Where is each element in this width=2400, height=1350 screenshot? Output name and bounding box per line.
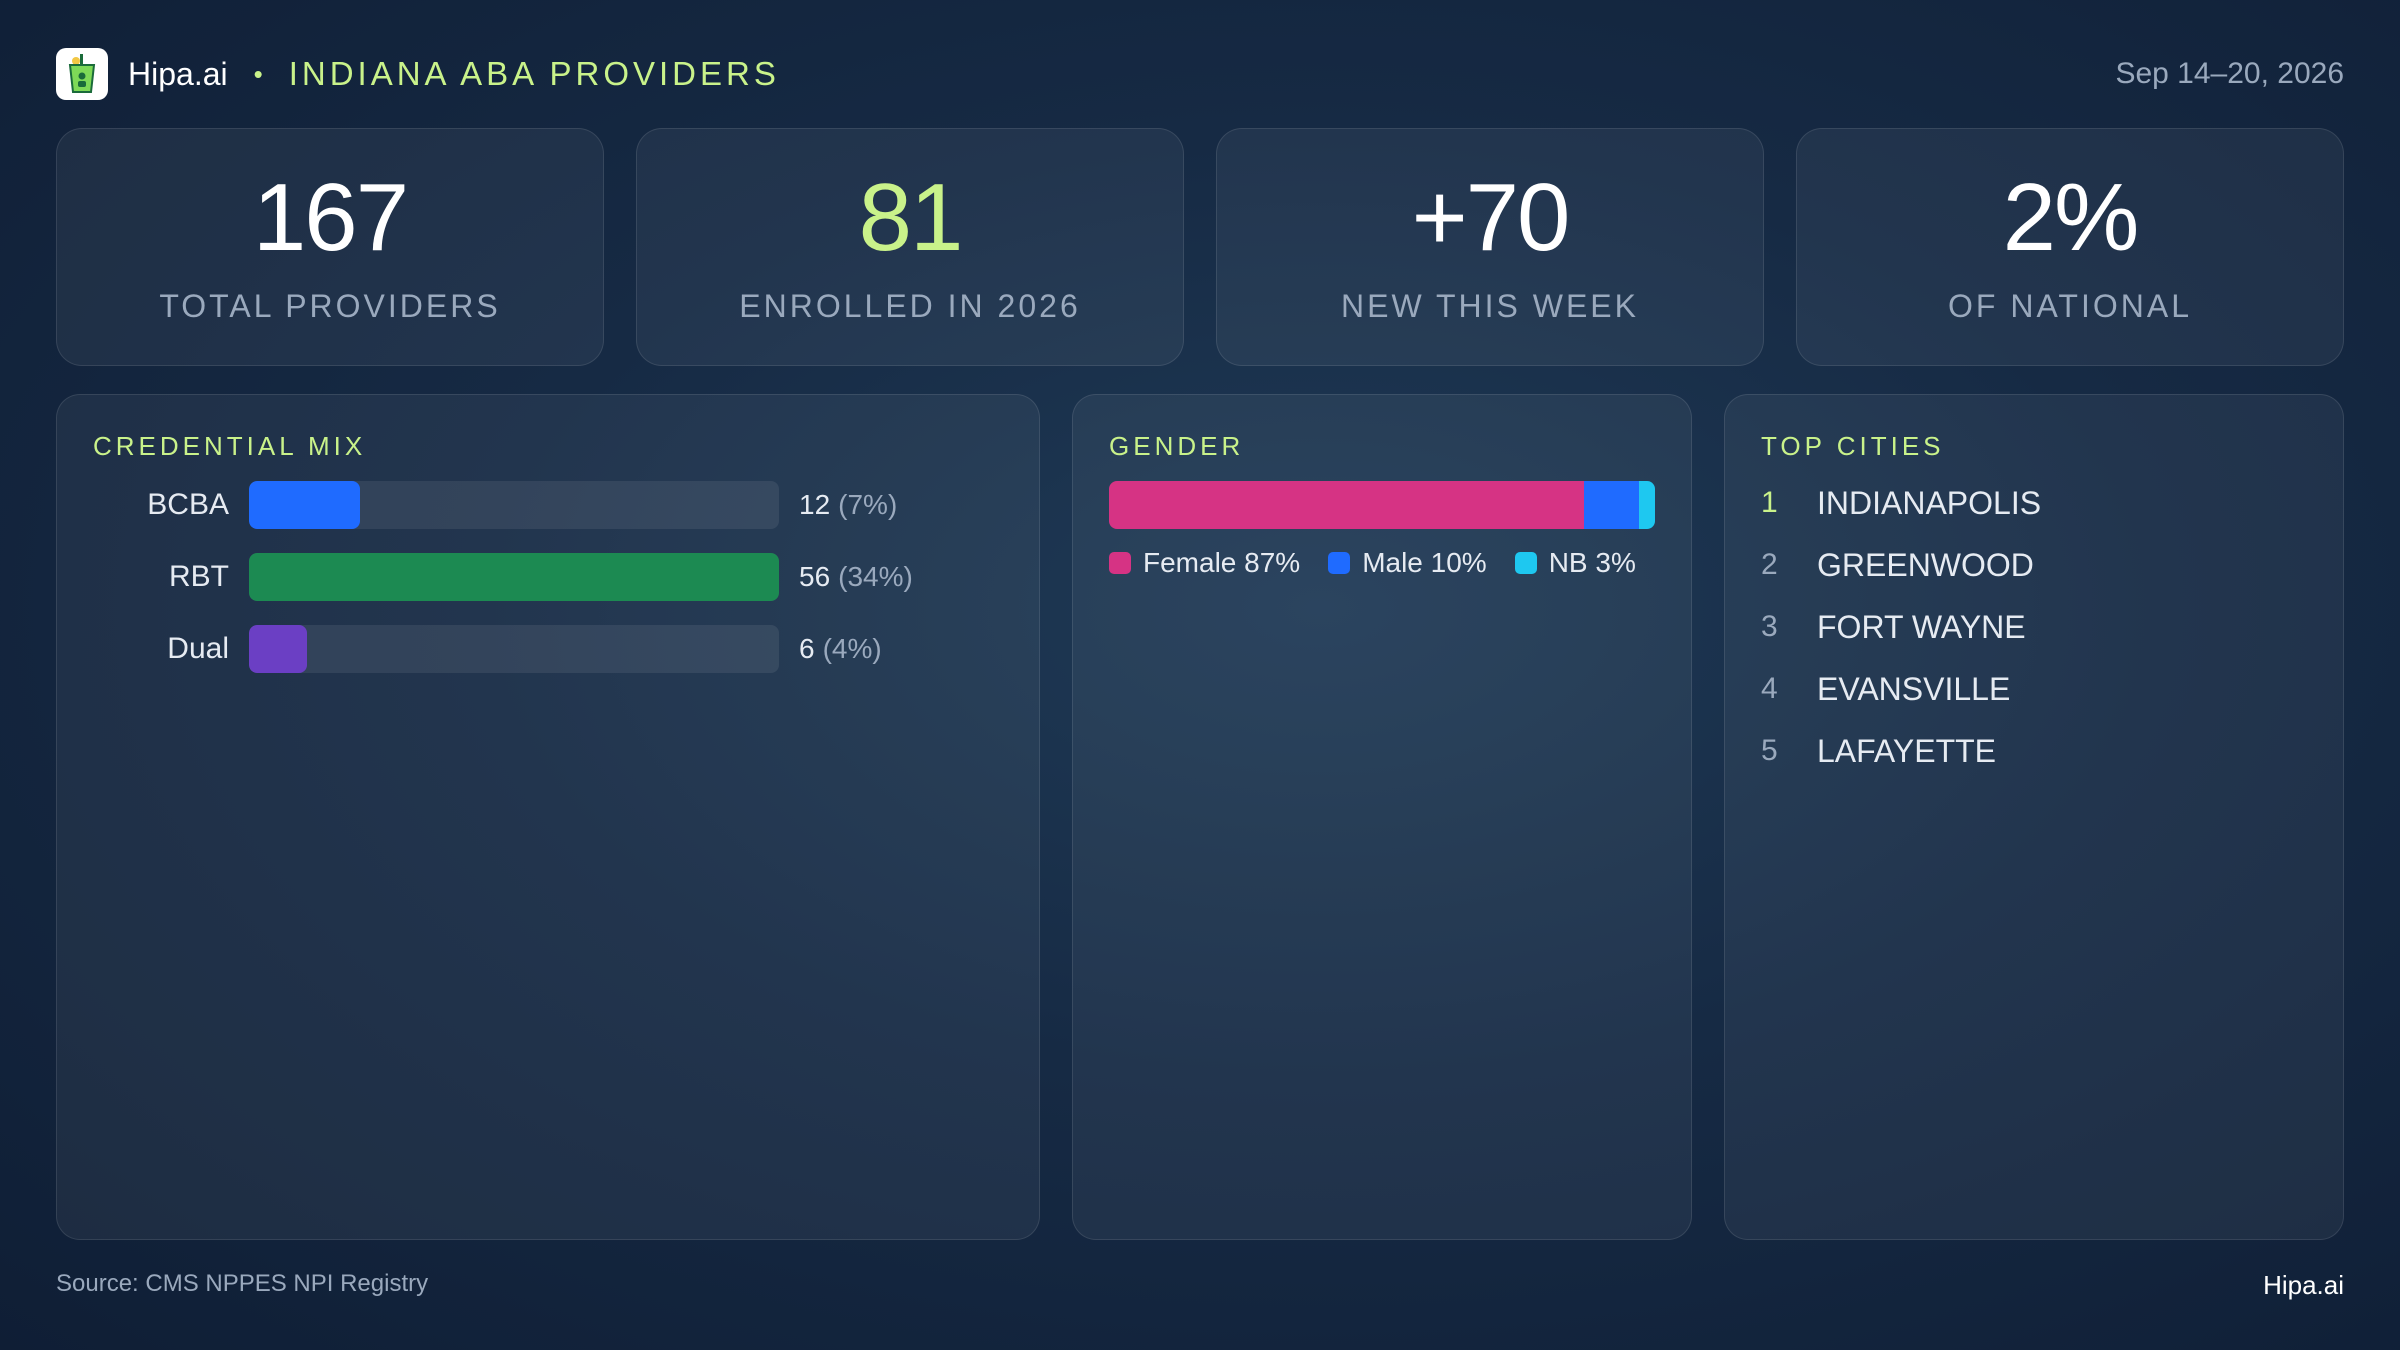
brand-name: Hipa.ai [128, 55, 228, 92]
legend-swatch [1109, 552, 1131, 574]
logo [56, 48, 108, 100]
city-name: INDIANAPOLIS [1817, 484, 2042, 521]
kpi-label: NEW THIS WEEK [1341, 287, 1639, 324]
kpi-card-enrolled: 81 ENROLLED IN 2026 [636, 128, 1184, 366]
legend-swatch [1514, 552, 1537, 574]
legend-item-nb: NB 3% [1514, 547, 1636, 579]
city-rank: 5 [1761, 734, 1778, 767]
kpi-label: ENROLLED IN 2026 [739, 287, 1081, 324]
credential-row-rbt: RBT 56 (34%) [93, 553, 913, 601]
credential-bar-fill [249, 625, 308, 673]
legend-label: Male 10% [1362, 547, 1487, 578]
kpi-row: 167 TOTAL PROVIDERS 81 ENROLLED IN 2026 … [56, 128, 2344, 366]
gender-panel: GENDER Female 87% Male 10% NB 3% [1072, 394, 1692, 1240]
kpi-card-total-providers: 167 TOTAL PROVIDERS [56, 128, 604, 366]
city-name: FORT WAYNE [1817, 608, 2026, 645]
city-name: LAFAYETTE [1817, 732, 1997, 769]
kpi-card-new-this-week: +70 NEW THIS WEEK [1216, 128, 1764, 366]
drink-cup-icon [68, 54, 96, 93]
kpi-label: TOTAL PROVIDERS [159, 287, 501, 324]
city-row: 1 INDIANAPOLIS [1761, 483, 2041, 523]
panel-title: CREDENTIAL MIX [93, 431, 367, 461]
legend-item-female: Female 87% [1109, 547, 1300, 579]
credential-bar-track [249, 553, 779, 601]
gender-legend: Female 87% Male 10% NB 3% [1109, 547, 1664, 579]
credential-row-dual: Dual 6 (4%) [93, 625, 882, 673]
footer-source: Source: CMS NPPES NPI Registry [56, 1270, 429, 1297]
legend-swatch [1328, 552, 1351, 574]
credential-count: 56 [799, 561, 831, 592]
credential-count: 6 [799, 633, 815, 664]
top-cities-panel: TOP CITIES 1 INDIANAPOLIS 2 GREENWOOD 3 … [1724, 394, 2344, 1240]
credential-percent: (34%) [838, 561, 913, 592]
city-rank: 1 [1761, 486, 1778, 519]
city-name: EVANSVILLE [1817, 670, 2011, 707]
kpi-value: 81 [858, 163, 964, 271]
legend-label: Female 87% [1143, 547, 1301, 578]
credential-label: RBT [169, 560, 229, 593]
kpi-card-of-national: 2% OF NATIONAL [1796, 128, 2344, 366]
kpi-value: +70 [1411, 163, 1571, 271]
credential-count: 12 [799, 489, 831, 520]
city-name: GREENWOOD [1817, 546, 2034, 583]
credential-label: Dual [167, 632, 229, 665]
city-row: 2 GREENWOOD [1761, 545, 2034, 585]
credential-bar-track [249, 625, 779, 673]
city-rank: 2 [1761, 548, 1778, 581]
header: Hipa.ai • INDIANA ABA PROVIDERS Sep 14–2… [56, 48, 2344, 100]
credential-bar-fill [249, 481, 361, 529]
date-range: Sep 14–20, 2026 [2115, 57, 2344, 90]
panel-title: TOP CITIES [1761, 431, 1945, 461]
footer-brand: Hipa.ai [2263, 1270, 2344, 1300]
city-row: 4 EVANSVILLE [1761, 669, 2010, 709]
credential-row-bcba: BCBA 12 (7%) [93, 481, 897, 529]
gender-segment-female [1109, 481, 1585, 529]
legend-item-male: Male 10% [1328, 547, 1487, 579]
credential-bar-track [249, 481, 779, 529]
legend-label: NB 3% [1548, 547, 1636, 578]
city-rank: 4 [1761, 672, 1778, 705]
gender-segment-nb [1638, 481, 1655, 529]
kpi-value: 167 [252, 163, 409, 271]
credential-bar-fill [249, 553, 779, 601]
city-row: 5 LAFAYETTE [1761, 731, 1996, 771]
credential-percent: (4%) [822, 633, 882, 664]
credential-label: BCBA [147, 488, 229, 521]
city-row: 3 FORT WAYNE [1761, 607, 2026, 647]
gender-segment-male [1584, 481, 1639, 529]
credential-percent: (7%) [838, 489, 898, 520]
kpi-label: OF NATIONAL [1948, 287, 2192, 324]
city-rank: 3 [1761, 610, 1778, 643]
report-title: INDIANA ABA PROVIDERS [288, 55, 780, 92]
panel-title: GENDER [1109, 431, 1245, 461]
gender-stacked-bar [1109, 481, 1655, 529]
kpi-value: 2% [2002, 163, 2140, 271]
title-separator: • [253, 58, 263, 89]
credential-mix-panel: CREDENTIAL MIX BCBA 12 (7%) RBT 56 (34%)… [56, 394, 1040, 1240]
